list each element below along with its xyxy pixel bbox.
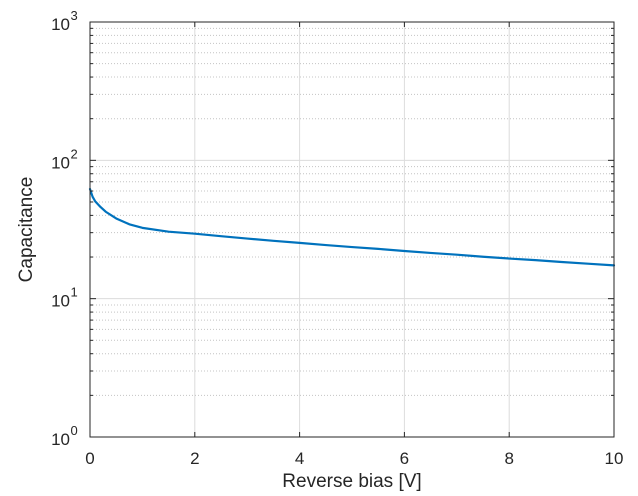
series-layer [88,187,616,267]
y-tick-label-exponent: 1 [71,285,78,300]
plot-area [90,22,614,437]
plot-frame [89,21,615,438]
x-tick-label: 2 [190,449,199,468]
y-tick-label-base: 10 [51,153,70,172]
ticks [89,21,615,438]
x-tick-label: 10 [605,449,624,468]
x-tick-label: 6 [400,449,409,468]
y-tick-label-base: 10 [51,292,70,311]
y-axis-label: Capacitance [16,177,37,283]
y-tick-label-exponent: 2 [71,146,78,161]
x-tick-label: 8 [504,449,513,468]
x-axis-label: Reverse bias [V] [282,471,421,492]
y-tick-label-base: 10 [51,430,70,449]
x-tick-label: 4 [295,449,304,468]
y-tick-label-exponent: 0 [71,423,78,438]
x-tick-label: 0 [85,449,94,468]
capacitance-curve [88,187,616,267]
y-tick-label-base: 10 [51,15,70,34]
y-tick-label-exponent: 3 [71,8,78,23]
